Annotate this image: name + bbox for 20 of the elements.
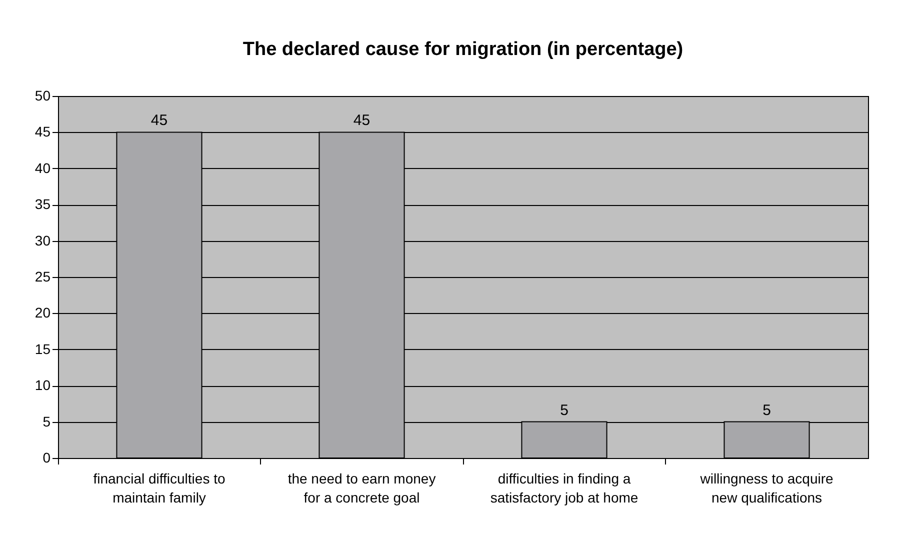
y-tick-label: 25 (34, 268, 51, 284)
y-tick-label: 50 (34, 88, 51, 104)
y-tick-label: 15 (34, 340, 51, 357)
y-tick-label: 20 (34, 304, 51, 321)
x-tick-label: willingness to acquire new qualifications (699, 470, 834, 506)
x-tick-label: difficulties in finding a satisfactory job at home (490, 470, 638, 506)
y-tick-label: 35 (34, 196, 51, 212)
y-tick-label: 45 (34, 124, 51, 140)
y-tick-label: 0 (42, 450, 51, 466)
y-tick-label: 40 (34, 160, 51, 176)
data-label: 45 (150, 112, 168, 130)
y-tick-label: 30 (34, 232, 51, 248)
y-tick-label: 5 (42, 413, 51, 430)
data-label: 45 (353, 112, 370, 130)
x-tick-label: financial difficulties to maintain family (93, 470, 226, 506)
y-tick-label: 10 (34, 377, 51, 394)
chart-title: The declared cause for migration (in percentage) (242, 39, 684, 60)
data-label: 5 (762, 402, 771, 419)
data-label: 5 (560, 402, 568, 419)
x-tick-label: the need to earn money for a concrete goal (288, 470, 436, 506)
